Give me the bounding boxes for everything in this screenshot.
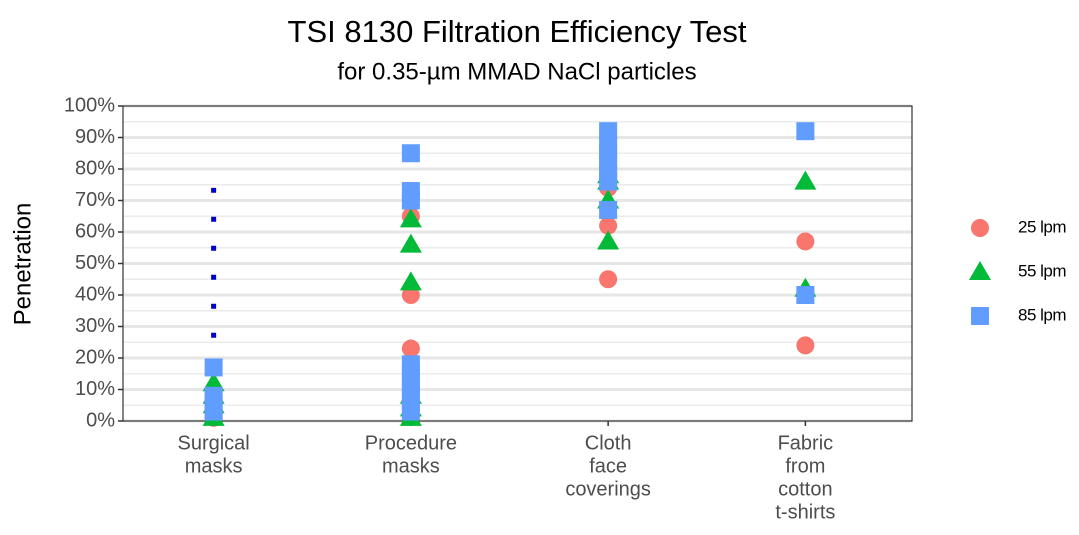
point [401, 286, 420, 304]
x-tick-label: Fabric [778, 432, 834, 454]
point [599, 172, 618, 191]
legend-marker [971, 307, 989, 325]
y-tick-label: 90% [75, 126, 115, 148]
point [796, 122, 815, 141]
point [796, 336, 815, 355]
x-tick-label: Cloth [585, 432, 632, 454]
y-tick-label: 0% [86, 409, 115, 431]
point [794, 170, 817, 190]
y-axis-label: Penetration [9, 203, 36, 326]
point [599, 216, 618, 235]
y-tick-label: 40% [75, 283, 115, 305]
point [401, 402, 420, 421]
x-tick-label: coverings [565, 478, 651, 500]
legend-label: 55 lpm [1018, 261, 1066, 280]
x-tick-label: Procedure [365, 432, 457, 454]
legend-marker [971, 219, 989, 237]
plot-border [122, 105, 913, 422]
legend-label: 25 lpm [1018, 217, 1066, 236]
point [202, 372, 225, 392]
point [401, 144, 420, 163]
point [399, 208, 422, 228]
legend-marker [969, 261, 991, 280]
y-tick-label: 80% [75, 157, 115, 179]
x-tick-label: t-shirts [775, 501, 835, 523]
y-tick-label: 60% [75, 220, 115, 242]
point [796, 286, 815, 304]
point [399, 233, 422, 253]
x-tick-label: masks [382, 455, 440, 477]
y-tick-label: 70% [75, 189, 115, 211]
chart-title: TSI 8130 Filtration Efficiency Test [288, 14, 747, 49]
y-tick-label: 10% [75, 378, 115, 400]
x-tick-label: masks [185, 455, 243, 477]
y-tick-label: 100% [64, 94, 115, 116]
point [796, 232, 815, 251]
x-tick-label: face [589, 455, 627, 477]
point [399, 271, 422, 291]
point [204, 402, 223, 421]
point [204, 358, 223, 377]
legend-label: 85 lpm [1018, 305, 1066, 324]
x-tick-label: from [785, 455, 825, 477]
chart-subtitle: for 0.35-µm MMAD NaCl particles [337, 58, 696, 85]
y-tick-label: 20% [75, 346, 115, 368]
point [401, 339, 420, 358]
x-tick-label: cotton [778, 478, 832, 500]
x-tick-label: Surgical [177, 432, 249, 454]
y-tick-label: 50% [75, 252, 115, 274]
y-tick-label: 30% [75, 315, 115, 337]
point [599, 200, 618, 219]
point [599, 270, 618, 289]
point [401, 191, 420, 210]
point [597, 230, 620, 250]
